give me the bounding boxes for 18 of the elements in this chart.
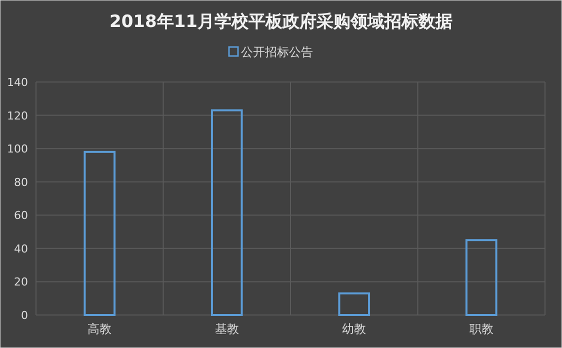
y-tick-label: 120 <box>7 109 28 122</box>
bar <box>84 150 116 316</box>
x-tick-label: 职教 <box>469 322 494 336</box>
x-tick-label: 基教 <box>214 322 239 336</box>
y-tick-label: 40 <box>14 242 28 256</box>
bar <box>338 292 370 316</box>
x-tick-label: 高教 <box>88 322 112 336</box>
y-tick-label: 20 <box>14 276 28 289</box>
y-tick-label: 140 <box>7 76 28 89</box>
bar <box>465 239 498 316</box>
bar <box>210 109 243 316</box>
x-tick-label: 幼教 <box>342 322 366 336</box>
legend-label: 公开招标公告 <box>241 45 313 59</box>
y-tick-label: 80 <box>14 176 28 189</box>
y-tick-label: 0 <box>21 309 28 322</box>
chart-title: 2018年11月学校平板政府采购领域招标数据 <box>110 12 452 32</box>
y-tick-label: 60 <box>14 209 28 222</box>
y-tick-label: 100 <box>7 142 28 156</box>
